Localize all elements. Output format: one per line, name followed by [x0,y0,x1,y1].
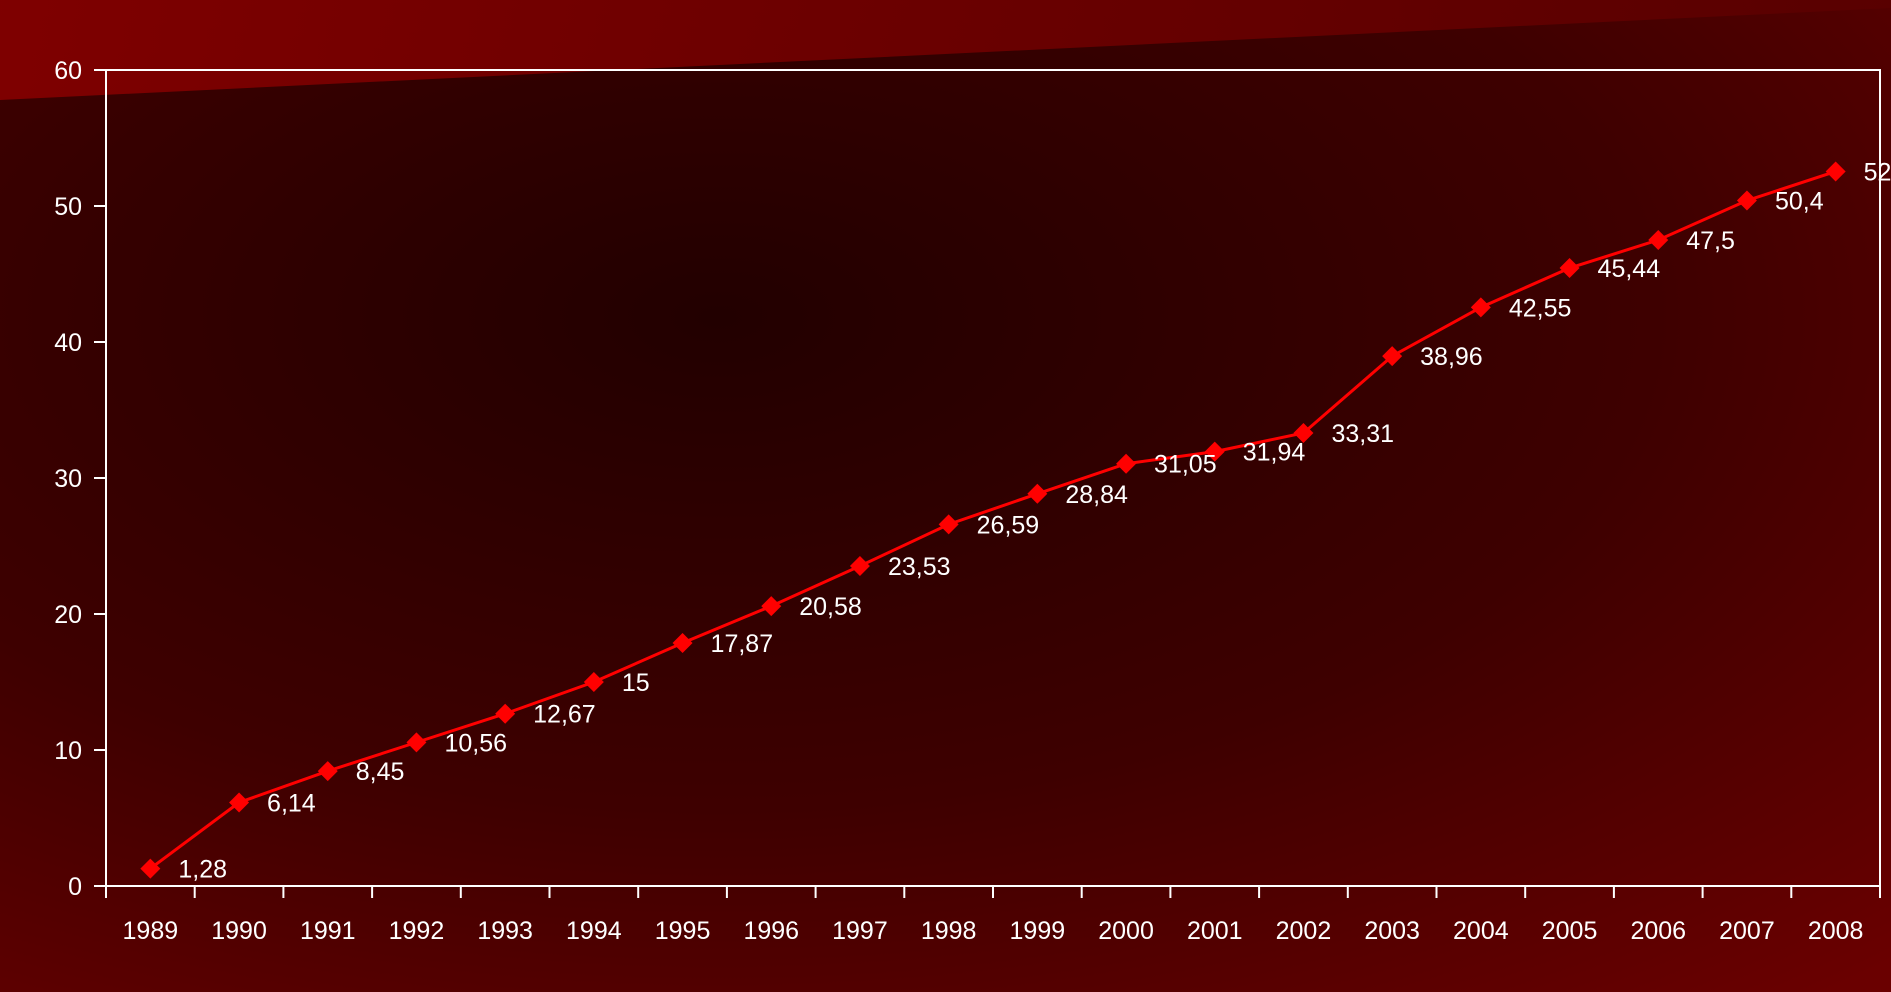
x-tick-label: 1990 [211,917,267,945]
x-tick-label: 2005 [1542,917,1598,945]
x-tick-label: 1989 [123,917,179,945]
data-point-marker [672,632,693,653]
data-point-marker [849,555,870,576]
y-tick-label: 10 [54,737,82,765]
series-line [149,170,1837,870]
data-label: 45,44 [1598,255,1661,283]
data-label: 15 [622,669,650,697]
data-point-marker [583,672,604,692]
data-label: 47,5 [1686,227,1735,255]
y-tick-label: 30 [54,465,82,493]
data-label: 1,28 [178,856,227,884]
y-tick-label: 0 [68,873,82,901]
x-tick-label: 1998 [921,917,977,945]
x-tick-label: 1992 [389,917,445,945]
plot-area-border [106,69,1881,886]
data-label: 31,05 [1154,451,1217,479]
x-tick-label: 1996 [743,917,799,945]
y-tick-label: 40 [54,329,82,357]
x-tick-label: 2001 [1187,917,1243,945]
data-point-marker [1116,453,1137,474]
x-tick-label: 1995 [655,917,711,945]
data-label: 6,14 [267,789,316,817]
y-tick-label: 50 [54,193,82,221]
data-point-marker [317,761,338,782]
data-label: 10,56 [444,729,507,757]
x-tick-label: 2007 [1719,917,1775,945]
data-label: 23,53 [888,553,951,581]
data-point-marker [1825,161,1846,182]
x-tick-label: 1997 [832,917,888,945]
x-tick-label: 1994 [566,917,622,945]
data-point-marker [140,858,161,879]
data-label: 33,31 [1331,420,1394,448]
y-tick-label: 60 [54,57,82,85]
y-tick-label: 20 [54,601,82,629]
data-point-marker [1470,297,1491,318]
x-tick-label: 2000 [1098,917,1154,945]
data-label: 52,54 [1864,158,1891,186]
data-label: 17,87 [711,630,774,658]
data-point-marker [495,703,516,724]
data-point-marker [1293,422,1314,443]
data-point-marker [229,792,250,813]
x-tick-label: 1993 [477,917,533,945]
x-tick-label: 2004 [1453,917,1509,945]
x-tick-label: 1991 [300,917,356,945]
data-label: 42,55 [1509,294,1572,322]
data-point-marker [1736,190,1757,211]
x-tick-label: 2002 [1276,917,1332,945]
data-label: 8,45 [356,758,405,786]
x-tick-label: 2003 [1364,917,1420,945]
data-point-marker [1559,258,1580,279]
data-point-marker [761,596,782,617]
data-label: 26,59 [977,511,1040,539]
data-point-marker [1382,346,1403,367]
data-label: 50,4 [1775,188,1824,216]
data-point-marker [1204,441,1225,462]
data-point-marker [1648,230,1669,250]
x-tick-label: 1999 [1010,917,1066,945]
data-label: 12,67 [533,701,596,729]
x-tick-label: 2006 [1630,917,1686,945]
data-point-marker [406,732,427,753]
data-label: 31,94 [1243,439,1306,467]
data-point-marker [938,514,959,535]
x-tick-label: 2008 [1808,917,1864,945]
data-label: 38,96 [1420,343,1483,371]
data-label: 28,84 [1065,481,1128,509]
data-label: 20,58 [799,593,862,621]
decorative-band [0,0,1891,100]
data-point-marker [1027,483,1048,504]
